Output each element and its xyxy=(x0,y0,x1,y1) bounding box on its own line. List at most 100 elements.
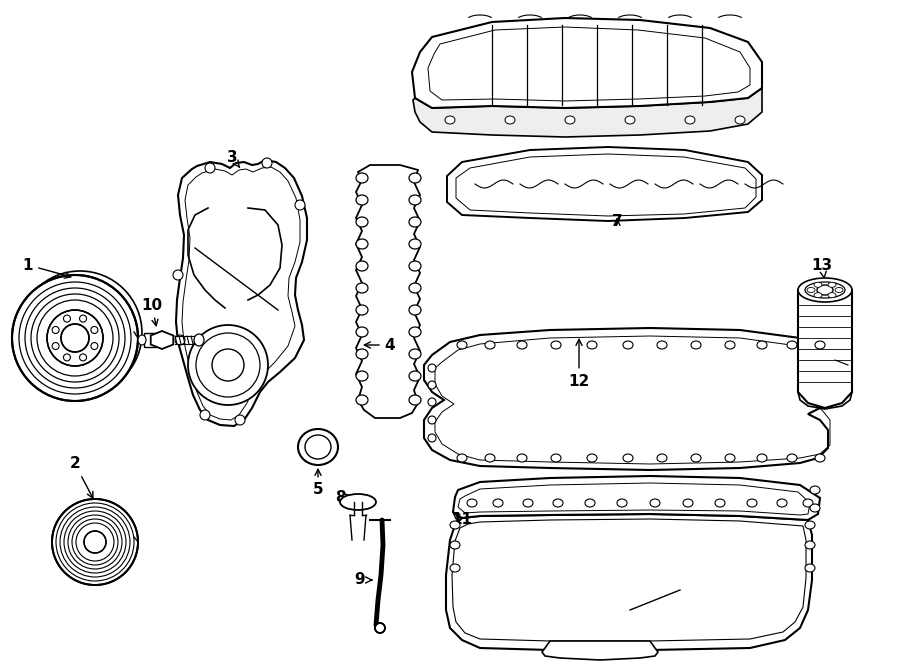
Ellipse shape xyxy=(356,283,368,293)
Polygon shape xyxy=(144,333,157,347)
Ellipse shape xyxy=(64,354,70,361)
Ellipse shape xyxy=(356,217,368,227)
Ellipse shape xyxy=(457,341,467,349)
Ellipse shape xyxy=(375,623,385,633)
Ellipse shape xyxy=(517,341,527,349)
Ellipse shape xyxy=(517,454,527,462)
Ellipse shape xyxy=(340,494,376,510)
Ellipse shape xyxy=(188,325,268,405)
Text: 7: 7 xyxy=(612,215,622,229)
Ellipse shape xyxy=(409,349,421,359)
Ellipse shape xyxy=(445,116,455,124)
Text: 2: 2 xyxy=(69,457,93,498)
Ellipse shape xyxy=(787,341,797,349)
Ellipse shape xyxy=(298,429,338,465)
Ellipse shape xyxy=(657,341,667,349)
Ellipse shape xyxy=(815,341,825,349)
Ellipse shape xyxy=(691,341,701,349)
Ellipse shape xyxy=(305,435,331,459)
Text: 9: 9 xyxy=(355,572,372,588)
Ellipse shape xyxy=(428,381,436,389)
Ellipse shape xyxy=(428,364,436,372)
Ellipse shape xyxy=(409,327,421,337)
Ellipse shape xyxy=(52,342,59,350)
Polygon shape xyxy=(542,641,658,660)
Ellipse shape xyxy=(356,239,368,249)
Ellipse shape xyxy=(803,499,813,507)
Ellipse shape xyxy=(551,454,561,462)
Text: 4: 4 xyxy=(364,338,395,352)
Ellipse shape xyxy=(409,195,421,205)
Ellipse shape xyxy=(787,454,797,462)
Polygon shape xyxy=(424,328,842,470)
Ellipse shape xyxy=(623,341,633,349)
Ellipse shape xyxy=(691,454,701,462)
Ellipse shape xyxy=(523,499,533,507)
Ellipse shape xyxy=(828,282,836,288)
Ellipse shape xyxy=(807,288,815,293)
Ellipse shape xyxy=(623,454,633,462)
Ellipse shape xyxy=(91,342,98,350)
Ellipse shape xyxy=(356,327,368,337)
Ellipse shape xyxy=(757,341,767,349)
Text: 11: 11 xyxy=(452,512,472,527)
Ellipse shape xyxy=(356,305,368,315)
Text: 10: 10 xyxy=(141,297,163,326)
Ellipse shape xyxy=(457,454,467,462)
Polygon shape xyxy=(447,147,762,221)
Ellipse shape xyxy=(725,454,735,462)
Ellipse shape xyxy=(715,499,725,507)
Ellipse shape xyxy=(409,261,421,271)
Polygon shape xyxy=(453,476,820,520)
Ellipse shape xyxy=(200,410,210,420)
Text: 5: 5 xyxy=(312,469,323,498)
Ellipse shape xyxy=(409,283,421,293)
Ellipse shape xyxy=(565,116,575,124)
Ellipse shape xyxy=(428,416,436,424)
Ellipse shape xyxy=(12,275,138,401)
Ellipse shape xyxy=(409,371,421,381)
Ellipse shape xyxy=(84,531,106,553)
Ellipse shape xyxy=(450,564,460,572)
Ellipse shape xyxy=(262,158,272,168)
Ellipse shape xyxy=(485,454,495,462)
Ellipse shape xyxy=(617,499,627,507)
Polygon shape xyxy=(798,290,852,408)
Ellipse shape xyxy=(657,454,667,462)
Ellipse shape xyxy=(91,327,98,333)
Ellipse shape xyxy=(409,305,421,315)
Ellipse shape xyxy=(814,293,822,297)
Ellipse shape xyxy=(295,200,305,210)
Ellipse shape xyxy=(52,327,59,333)
Ellipse shape xyxy=(505,116,515,124)
Ellipse shape xyxy=(428,398,436,406)
Ellipse shape xyxy=(356,395,368,405)
Ellipse shape xyxy=(356,349,368,359)
Ellipse shape xyxy=(409,173,421,183)
Ellipse shape xyxy=(467,499,477,507)
Ellipse shape xyxy=(450,541,460,549)
Ellipse shape xyxy=(815,454,825,462)
Ellipse shape xyxy=(828,293,836,297)
Ellipse shape xyxy=(551,341,561,349)
Ellipse shape xyxy=(587,341,597,349)
Ellipse shape xyxy=(356,173,368,183)
Ellipse shape xyxy=(725,341,735,349)
Ellipse shape xyxy=(356,195,368,205)
Ellipse shape xyxy=(805,564,815,572)
Ellipse shape xyxy=(205,163,215,173)
Ellipse shape xyxy=(493,499,503,507)
Text: 6: 6 xyxy=(429,39,445,81)
Ellipse shape xyxy=(798,278,852,302)
Ellipse shape xyxy=(810,504,820,512)
Ellipse shape xyxy=(805,521,815,529)
Text: 8: 8 xyxy=(335,490,351,504)
Ellipse shape xyxy=(194,334,204,346)
Ellipse shape xyxy=(747,499,757,507)
Polygon shape xyxy=(446,514,812,650)
Ellipse shape xyxy=(64,315,70,322)
Polygon shape xyxy=(150,331,174,349)
Ellipse shape xyxy=(814,282,822,288)
Ellipse shape xyxy=(587,454,597,462)
Ellipse shape xyxy=(585,499,595,507)
